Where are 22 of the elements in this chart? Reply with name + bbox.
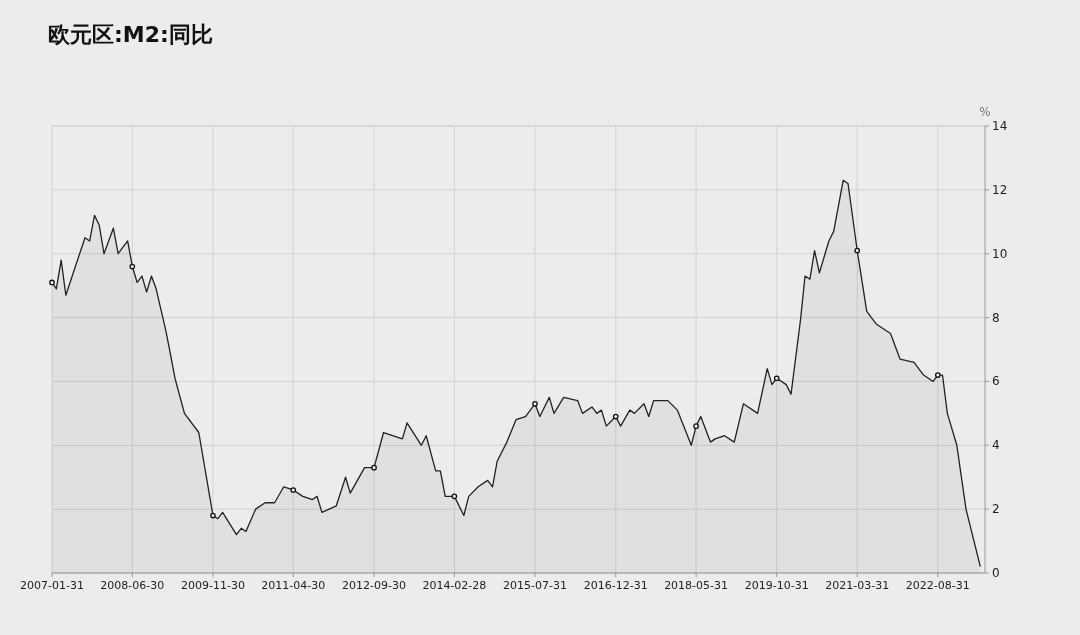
- x-tick-label: 2015-07-31: [503, 579, 567, 592]
- x-tick-label: 2018-05-31: [664, 579, 729, 592]
- y-tick-label: 0: [992, 566, 1000, 580]
- y-tick-label: 14: [992, 119, 1008, 133]
- x-tick-label: 2007-01-31: [20, 579, 84, 592]
- y-tick-label: 2: [992, 502, 1000, 517]
- y-tick-label: 12: [992, 182, 1008, 197]
- x-tick-label: 2016-12-31: [583, 579, 648, 592]
- chart-title: 欧元区:M2:同比: [48, 22, 213, 47]
- x-tick-label: 2019-10-31: [744, 579, 809, 592]
- y-tick-label: 10: [992, 246, 1008, 261]
- y-axis-title: %: [979, 105, 991, 119]
- x-tick-label: 2022-08-31: [905, 579, 970, 592]
- x-tick-label: 2009-11-30: [180, 579, 245, 592]
- x-tick-label: 2012-09-30: [342, 579, 407, 592]
- y-tick-label: 6: [992, 374, 1000, 389]
- y-tick-label: 8: [992, 310, 1000, 325]
- x-tick-label: 2011-04-30: [261, 579, 326, 592]
- x-tick-label: 2008-06-30: [100, 579, 165, 592]
- y-tick-label: 4: [992, 438, 1000, 453]
- x-tick-label: 2014-02-28: [422, 579, 487, 592]
- x-tick-label: 2021-03-31: [825, 579, 890, 592]
